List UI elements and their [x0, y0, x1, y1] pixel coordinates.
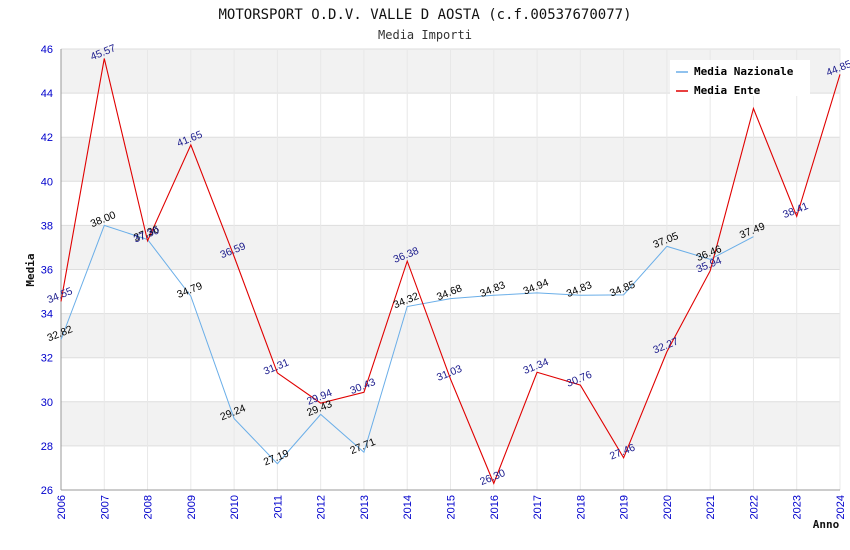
gridlines [60, 48, 841, 491]
x-tick-label: 2009 [186, 495, 198, 519]
data-label-ente: 26.30 [478, 467, 507, 488]
legend-box [670, 60, 810, 96]
x-tick-label: 2012 [316, 495, 328, 519]
series-line-media-ente [60, 58, 841, 485]
x-tick-label: 2013 [359, 495, 371, 519]
chart-subtitle: Media Importi [378, 28, 472, 42]
x-tick-label: 2006 [56, 495, 68, 519]
x-tick-label: 2008 [143, 495, 155, 519]
series-line-media-nazionale [60, 224, 754, 465]
legend-label-media-ente: Media Ente [694, 84, 761, 97]
x-axis-ticks: 2006 2007 2008 2009 2010 2011 2012 2013 2014 2015… [56, 495, 847, 519]
data-label-nazionale: 34.79 [175, 280, 204, 301]
x-tick-label: 2020 [662, 495, 674, 519]
y-tick-label: 26 [41, 485, 53, 497]
data-label-nazionale: 34.83 [478, 279, 507, 300]
y-tick-label: 30 [41, 397, 53, 409]
x-tick-label: 2023 [792, 495, 804, 519]
x-tick-label: 2007 [99, 495, 111, 519]
data-label-ente: 31.03 [435, 363, 464, 384]
x-tick-label: 2019 [619, 495, 631, 519]
data-label-nazionale: 34.94 [522, 277, 551, 298]
y-tick-label: 34 [41, 309, 53, 321]
data-label-nazionale: 34.85 [608, 279, 637, 300]
data-label-ente: 30.76 [565, 369, 594, 390]
data-label-nazionale: 34.68 [435, 282, 464, 303]
x-tick-label: 2022 [748, 495, 760, 519]
x-tick-label: 2016 [489, 495, 501, 519]
series-lines [60, 58, 841, 485]
y-tick-label: 38 [41, 220, 53, 232]
x-tick-label: 2014 [402, 495, 414, 519]
y-axis-label: Media [24, 253, 37, 286]
data-label-nazionale: 34.83 [565, 279, 594, 300]
data-label-ente: 30.43 [348, 376, 377, 397]
y-tick-label: 42 [41, 132, 53, 144]
chart-title: MOTORSPORT O.D.V. VALLE D AOSTA (c.f.005… [218, 7, 631, 23]
legend: Media Nazionale Media Ente [670, 60, 810, 97]
x-tick-label: 2015 [446, 495, 458, 519]
x-tick-label: 2017 [532, 495, 544, 519]
data-label-ente: 31.31 [262, 357, 291, 378]
data-label-nazionale: 27.19 [262, 447, 291, 468]
x-tick-label: 2018 [575, 495, 587, 519]
y-axis-ticks: 26 28 30 32 34 36 38 40 42 44 46 [41, 44, 53, 497]
y-tick-label: 36 [41, 265, 53, 277]
x-tick-label: 2024 [835, 495, 847, 519]
y-tick-label: 46 [41, 44, 53, 56]
y-tick-label: 28 [41, 441, 53, 453]
y-tick-label: 32 [41, 353, 53, 365]
data-label-ente: 38.41 [781, 200, 810, 221]
x-tick-label: 2010 [229, 495, 241, 519]
x-tick-label: 2011 [272, 495, 284, 519]
y-tick-label: 44 [41, 88, 53, 100]
legend-label-media-nazionale: Media Nazionale [694, 65, 794, 78]
x-tick-label: 2021 [705, 495, 717, 519]
y-tick-label: 40 [41, 176, 53, 188]
data-label-ente: 34.55 [45, 285, 74, 306]
x-axis-label: Anno [813, 518, 840, 531]
